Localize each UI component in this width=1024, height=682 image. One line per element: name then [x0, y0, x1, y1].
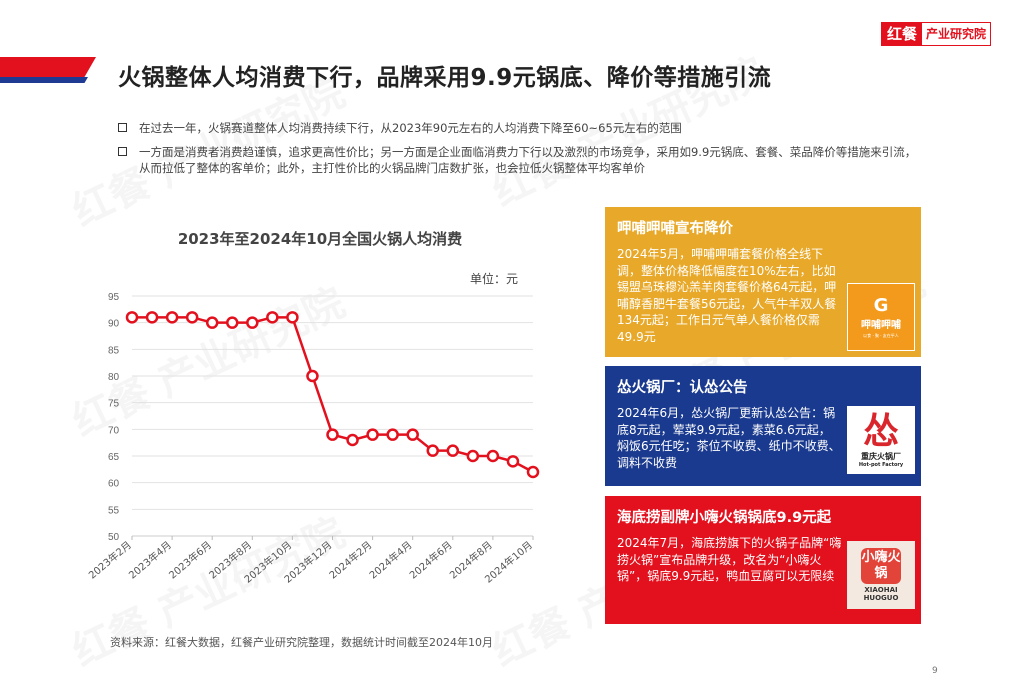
bullet-list: 在过去一年，火锅赛道整体人均消费持续下行，从2023年90元左右的人均消费下降至… [118, 120, 918, 184]
square-bullet-icon [118, 123, 127, 132]
card-title: 呷哺呷哺宣布降价 [617, 221, 733, 237]
data-point [226, 316, 239, 329]
data-point [306, 369, 319, 383]
data-point [165, 311, 179, 324]
data-point [246, 316, 259, 329]
y-tick-label: 95 [108, 292, 120, 303]
x-tick-label: 2024年6月 [407, 538, 455, 581]
y-tick-label: 85 [108, 345, 120, 356]
data-point [346, 433, 359, 447]
y-tick-label: 55 [108, 505, 120, 516]
x-tick-label: 2023年6月 [166, 538, 214, 581]
x-tick-label: 2024年2月 [326, 538, 374, 581]
data-point [446, 444, 460, 457]
card-title: 海底捞副牌小嗨火锅锅底9.9元起 [617, 510, 832, 526]
data-point [386, 428, 399, 441]
data-point [366, 428, 379, 441]
data-point [125, 311, 139, 324]
data-point [326, 428, 339, 441]
brand-logo: 红餐 产业研究院 [881, 22, 992, 46]
title-accent-blue [0, 77, 88, 83]
bullet-item: 一方面是消费者消费趋谨慎，追求更高性价比；另一方面是企业面临消费力下行以及激烈的… [118, 144, 918, 176]
chart-unit: 单位：元 [470, 272, 519, 286]
card-body: 2024年7月，海底捞旗下的火锅子品牌“嗨捞火锅”宣布品牌升级，改名为“小嗨火锅… [617, 536, 842, 583]
x-tick-label: 2023年2月 [86, 538, 134, 581]
card-body: 2024年5月，呷哺呷哺套餐价格全线下调，整体价格降低幅度在10%左右，比如锡盟… [617, 247, 837, 344]
data-point [145, 311, 159, 324]
y-tick-label: 80 [108, 372, 120, 383]
data-line [132, 316, 534, 474]
bullet-item: 在过去一年，火锅赛道整体人均消费持续下行，从2023年90元左右的人均消费下降至… [118, 120, 918, 136]
card-title: 怂火锅厂：认怂公告 [617, 380, 748, 396]
xiaohai-logo-icon: 小嗨火锅 XIAOHAI HUOGUO [847, 541, 915, 609]
y-tick-label: 60 [108, 479, 120, 490]
card-body: 2024年6月，怂火锅厂更新认怂公告：锅底8元起，荤菜9.9元起，素菜6.6元起… [617, 406, 841, 470]
data-point [526, 465, 540, 479]
data-point [185, 311, 199, 324]
y-tick-label: 90 [108, 319, 120, 330]
data-point [286, 311, 299, 324]
logo-sub: 产业研究院 [922, 23, 991, 45]
bullet-text: 在过去一年，火锅赛道整体人均消费持续下行，从2023年90元左右的人均消费下降至… [139, 121, 682, 135]
title-accent-red [0, 57, 96, 77]
x-tick-label: 2023年4月 [126, 538, 174, 581]
card-xiaohai-hotpot: 海底捞副牌小嗨火锅锅底9.9元起 2024年7月，海底捞旗下的火锅子品牌“嗨捞火… [605, 496, 921, 624]
data-point [426, 444, 439, 457]
card-xiabuxiabu: 呷哺呷哺宣布降价 2024年5月，呷哺呷哺套餐价格全线下调，整体价格降低幅度在1… [605, 207, 921, 357]
y-tick-label: 70 [108, 425, 120, 436]
card-song-hotpot: 怂火锅厂：认怂公告 2024年6月，怂火锅厂更新认怂公告：锅底8元起，荤菜9.9… [605, 366, 921, 486]
x-tick-label: 2024年4月 [367, 538, 415, 581]
data-point [406, 428, 419, 441]
page-number: 9 [932, 666, 938, 676]
bullet-text: 一方面是消费者消费趋谨慎，追求更高性价比；另一方面是企业面临消费力下行以及激烈的… [139, 145, 917, 175]
page-title: 火锅整体人均消费下行，品牌采用9.9元锅底、降价等措施引流 [118, 65, 772, 91]
y-tick-label: 65 [108, 452, 120, 463]
chart-source: 资料来源：红餐大数据，红餐产业研究院整理，数据统计时间截至2024年10月 [110, 636, 493, 649]
data-point [506, 455, 520, 468]
song-hotpot-logo-icon: 怂 重庆火锅厂 Hot-pot Factory [847, 406, 915, 474]
data-point [266, 311, 279, 324]
data-point [486, 449, 500, 463]
square-bullet-icon [118, 147, 127, 156]
chart-title: 2023年至2024年10月全国火锅人均消费 [177, 230, 463, 248]
xiabuxiabu-logo-icon: G 呷哺呷哺 以食 · 聚 · 友在乎人 [847, 283, 915, 351]
data-point [205, 316, 219, 329]
data-point [466, 449, 480, 463]
y-tick-label: 50 [108, 532, 120, 543]
logo-main: 红餐 [882, 23, 923, 45]
y-tick-label: 75 [108, 399, 120, 410]
